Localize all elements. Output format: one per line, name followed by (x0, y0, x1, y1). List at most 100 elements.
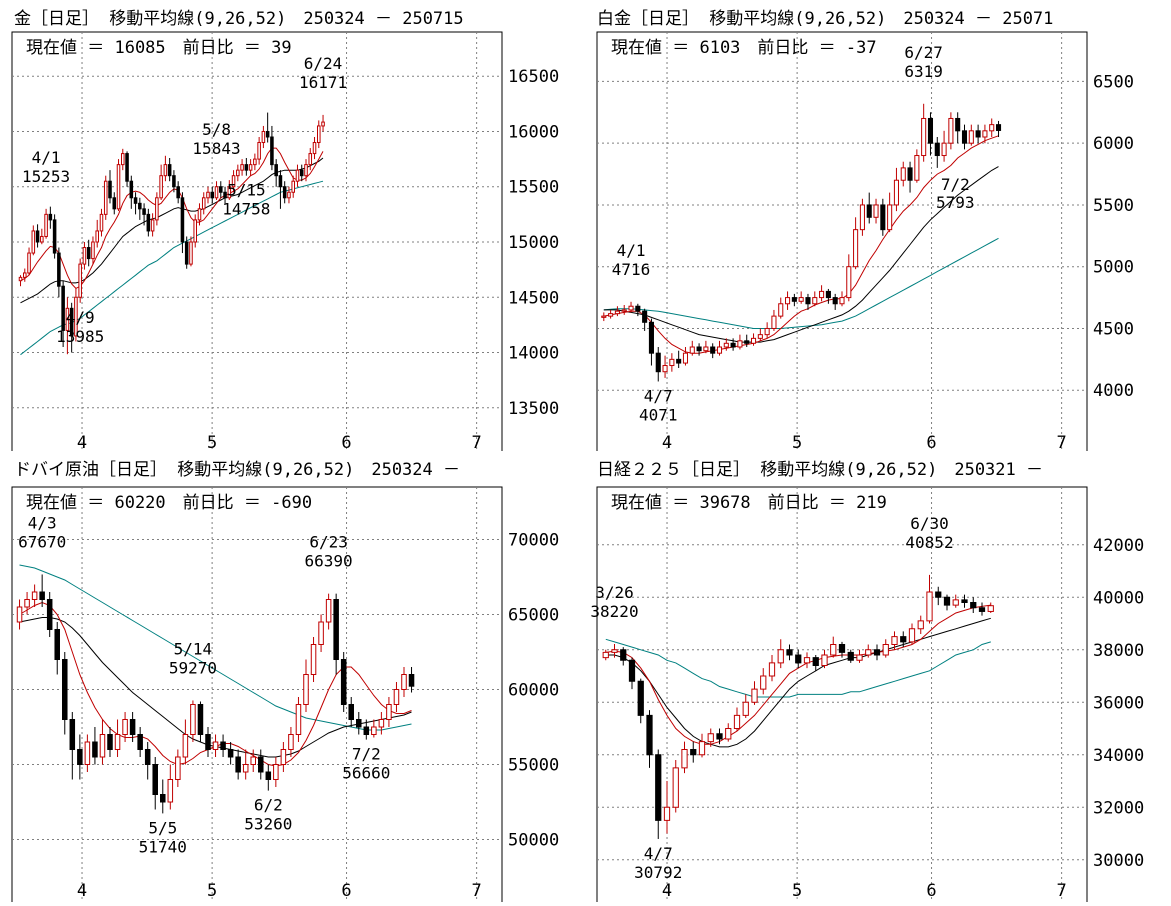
candle-body (602, 651, 609, 659)
candle-body (865, 649, 872, 656)
candle-body (69, 307, 74, 337)
candle-body (798, 297, 804, 302)
annotation-date: 7/2 (352, 745, 381, 764)
y-tick-label: 15500 (508, 178, 559, 198)
candle-body (99, 213, 104, 232)
candle-body (725, 728, 732, 740)
candle-body (737, 340, 743, 348)
candle-body (873, 204, 879, 218)
candle-body (62, 659, 68, 720)
candle-body (696, 346, 702, 352)
candle-body (839, 297, 845, 305)
y-tick-label: 42000 (1093, 536, 1144, 556)
candle-body (163, 164, 168, 177)
candle-body (803, 657, 811, 664)
candle-body (137, 734, 143, 750)
candle-body (236, 169, 240, 177)
candle-body (182, 734, 189, 758)
candle-body (611, 649, 618, 653)
candle-body (716, 733, 723, 740)
y-tick-label: 16000 (508, 122, 559, 142)
candle-body (39, 591, 45, 600)
candle-body (830, 644, 837, 656)
candle-body (648, 321, 654, 354)
chart-title: 日経２２５［日足］ 移動平均線(9,26,52) 250321 － (597, 460, 1043, 480)
candle-body (785, 297, 791, 305)
candle-body (378, 719, 385, 728)
candle-body (768, 662, 776, 677)
candle-body (312, 142, 317, 155)
candle-body (91, 241, 95, 260)
candle-body (129, 180, 134, 199)
candle-body (282, 186, 287, 199)
candle-body (742, 701, 749, 716)
y-tick-label: 38000 (1093, 641, 1144, 661)
candle-body (628, 659, 636, 682)
candle-body (393, 689, 400, 705)
annotation-date: 7/2 (941, 175, 970, 194)
candle-body (882, 644, 889, 656)
x-tick-label: 7 (1057, 881, 1067, 901)
candle-body (150, 219, 155, 232)
candle-body (244, 164, 249, 171)
chart-platinum: 白金［日足］ 移動平均線(9,26,52) 250324 － 25071 現在値 … (585, 0, 1171, 453)
candle-body (291, 180, 295, 193)
annotation-date: 4/1 (617, 241, 646, 260)
candle-body (257, 142, 261, 160)
candle-body (274, 164, 278, 177)
candle-body (750, 337, 757, 344)
candle-body (318, 621, 324, 645)
candle-body (77, 749, 83, 765)
candle-body (970, 602, 977, 609)
candle-body (669, 358, 675, 367)
ma-short-line (603, 135, 999, 354)
candle-body (635, 305, 641, 312)
candle-body (23, 272, 27, 278)
candle-body (167, 164, 172, 177)
annotation-value: 4716 (612, 260, 651, 279)
candle-body (887, 204, 893, 231)
candle-body (707, 733, 714, 743)
candle-body (125, 153, 129, 182)
candle-body (201, 197, 206, 210)
candle-body (52, 219, 57, 254)
candle-body (78, 263, 82, 298)
annotation-value: 15843 (192, 139, 240, 158)
candle-body (955, 117, 961, 132)
candle-body (303, 674, 309, 705)
annotation-value: 13985 (56, 327, 104, 346)
x-tick-label: 7 (1057, 433, 1067, 451)
candle-body (777, 649, 784, 664)
y-tick-label: 50000 (508, 831, 559, 851)
candle-body (212, 741, 219, 750)
candle-body (978, 607, 986, 612)
x-tick-label: 5 (792, 881, 802, 901)
candle-body (325, 599, 332, 623)
chart-gold-svg: 金［日足］ 移動平均線(9,26,52) 250324 － 250715 現在値 … (11, 9, 559, 453)
candle-body (142, 208, 146, 215)
x-tick-label: 6 (926, 881, 936, 901)
candle-body (295, 169, 300, 182)
candle-body (223, 191, 227, 199)
plot-frame (11, 486, 503, 906)
candle-body (348, 704, 354, 720)
candle-body (371, 726, 377, 735)
candle-body (65, 307, 70, 331)
y-tick-label: 6500 (1093, 72, 1134, 92)
y-tick-label: 14500 (508, 288, 559, 308)
candle-body (786, 649, 793, 656)
candle-body (308, 153, 313, 166)
candle-body (219, 186, 223, 193)
candle-body (248, 164, 253, 171)
candle-body (987, 605, 994, 612)
candle-body (40, 235, 44, 243)
candle-body (900, 167, 906, 181)
candle-body (175, 756, 181, 780)
ma-long-line (603, 237, 999, 329)
candle-body (46, 599, 53, 630)
candle-body (961, 599, 968, 603)
candle-body (893, 179, 899, 206)
candle-body (975, 130, 981, 138)
candle-body (614, 310, 620, 315)
chart-title: 白金［日足］ 移動平均線(9,26,52) 250324 － 25071 (597, 9, 1053, 29)
